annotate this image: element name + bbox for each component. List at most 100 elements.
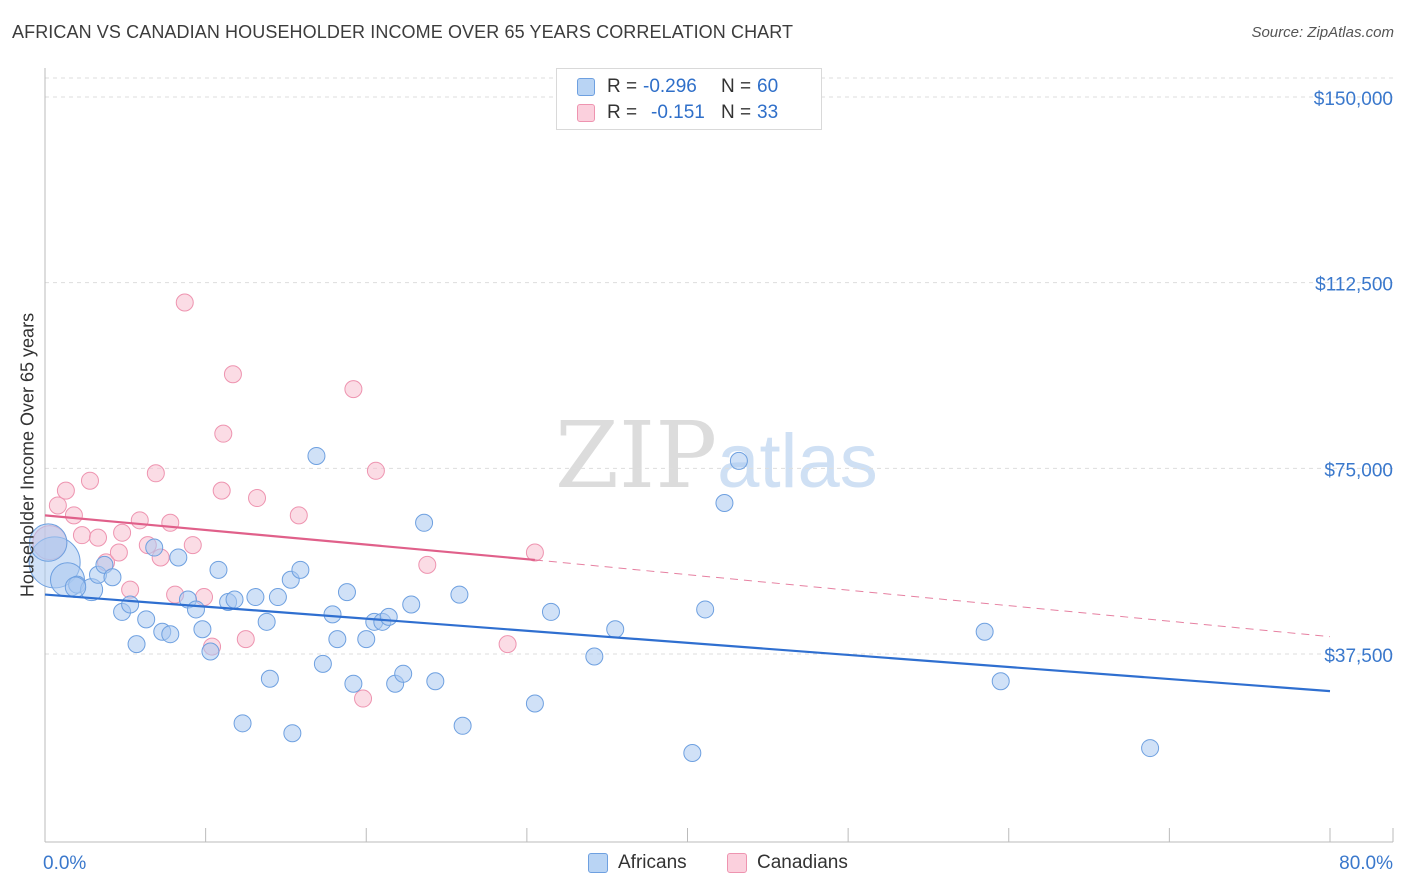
canadian-point [223,365,242,384]
african-point [328,630,347,649]
canadian-point [418,555,437,574]
african-point [394,664,413,683]
african-point [291,560,310,579]
african-point [715,493,734,512]
african-point [209,560,228,579]
canadians-swatch [727,853,747,873]
african-point [103,568,122,587]
legend-item-canadians[interactable]: Canadians [727,852,848,874]
r-label: R = [607,102,638,123]
africans-swatch [577,78,595,96]
n-value: 60 [757,76,779,97]
chart-title: AFRICAN VS CANADIAN HOUSEHOLDER INCOME O… [12,22,794,42]
canadian-point [72,526,91,545]
african-point [161,625,180,644]
african-point [379,607,398,626]
legend-label: Africans [618,852,687,873]
african-point [357,630,376,649]
n-value: 33 [757,102,779,123]
canadian-point [525,543,544,562]
canadian-point [80,471,99,490]
watermark-zip: ZIP [555,402,718,509]
african-point [337,583,356,602]
african-point [729,451,748,470]
r-value: -0.151 [651,102,705,123]
canadian-point [214,424,233,443]
watermark: ZIPatlas [555,402,878,509]
african-point [450,585,469,604]
african-point [193,620,212,639]
african-point [991,672,1010,691]
canadian-point [498,635,517,654]
african-point [260,669,279,688]
canadian-trend-extension [534,559,1331,638]
canadian-point [48,496,67,515]
y-tick-label: $75,000 [1324,460,1393,481]
r-value: -0.296 [643,76,697,97]
n-label: N = [721,76,752,97]
african-point [606,620,625,639]
canadian-point [289,506,308,525]
canadian-point [344,380,363,399]
african-point [186,600,205,619]
african-point [257,612,276,631]
african-point [307,446,326,465]
legend-row-canadians: R = -0.151 N = 33 [577,101,778,125]
african-point [402,595,421,614]
canadian-point [161,513,180,532]
african-point [975,622,994,641]
correlation-legend: R = -0.296 N = 60 R = -0.151 N = 33 [556,68,822,130]
african-point [426,672,445,691]
canadian-point [175,293,194,312]
african-trend-line [44,593,1331,693]
african-point [1141,739,1160,758]
canadian-point [366,461,385,480]
y-axis-label: Householder Income Over 65 years [17,312,38,598]
canadian-point [130,511,149,530]
african-point [225,590,244,609]
canadian-point [183,536,202,555]
african-point [268,588,287,607]
canadian-point [354,689,373,708]
african-point [145,538,164,557]
canadian-point [146,464,165,483]
african-point [127,635,146,654]
y-tick-label: $112,500 [1315,275,1393,296]
legend-row-africans: R = -0.296 N = 60 [577,75,778,99]
canadian-point [113,523,132,542]
legend-label: Canadians [757,852,848,873]
african-point [313,654,332,673]
african-point [415,513,434,532]
legend-item-africans[interactable]: Africans [588,852,687,874]
y-tick-label: $37,500 [1324,646,1393,667]
canadian-point [236,630,255,649]
canadian-point [64,506,83,525]
african-point [541,602,560,621]
series-legend: Africans Canadians [0,852,1406,876]
african-point [201,642,220,661]
canadian-point [212,481,231,500]
canadian-point [56,481,75,500]
african-point [696,600,715,619]
african-point [344,674,363,693]
african-point [283,724,302,743]
african-point [683,744,702,763]
african-point [29,523,68,562]
african-point [246,588,265,607]
african-point [585,647,604,666]
y-tick-label: $150,000 [1314,89,1393,110]
n-label: N = [721,102,752,123]
african-point [525,694,544,713]
canadian-point [109,543,128,562]
african-point [64,576,87,598]
x-tick-label: 0.0% [43,853,86,874]
african-point [169,548,188,567]
x-tick-label: 80.0% [1339,853,1393,874]
african-point [137,610,156,629]
african-point [233,714,252,733]
canadian-point [248,489,267,508]
canadian-trend-line [44,514,536,562]
africans-swatch [588,853,608,873]
canadians-swatch [577,104,595,122]
